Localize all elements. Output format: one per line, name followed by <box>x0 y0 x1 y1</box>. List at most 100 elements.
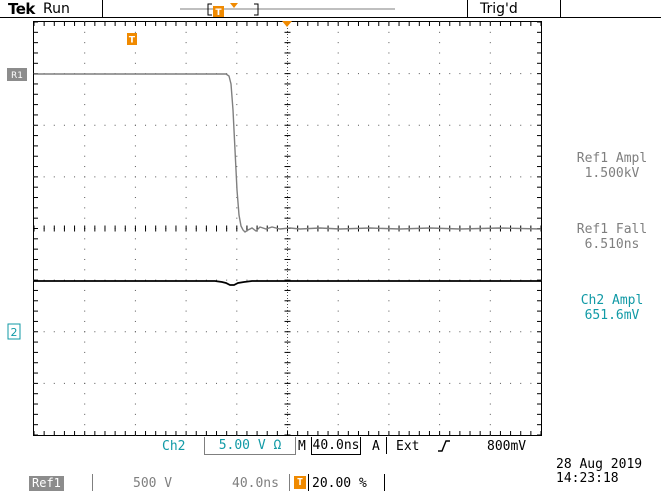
grid-dot <box>418 331 420 333</box>
grid-dot <box>449 124 451 126</box>
grid-dot <box>94 382 96 384</box>
grid-dot <box>185 341 187 343</box>
measurement-value: 651.6mV <box>584 308 640 323</box>
grid-dot <box>388 135 390 137</box>
grid-dot <box>84 197 86 199</box>
grid-dot <box>84 114 86 116</box>
ref1-level-marker: R1 <box>7 68 27 81</box>
grid-dot <box>489 331 491 333</box>
graticule-center-ticks <box>33 21 542 436</box>
grid-dot <box>216 279 218 281</box>
ch2-level-marker: 2 <box>7 323 21 340</box>
grid-dot <box>84 300 86 302</box>
grid-dot <box>439 104 441 106</box>
grid-dot <box>317 124 319 126</box>
grid-dot <box>388 269 390 271</box>
grid-dot <box>297 331 299 333</box>
grid-dot <box>175 382 177 384</box>
grid-dot <box>185 42 187 44</box>
grid-dot <box>246 382 248 384</box>
grid-dot <box>134 207 136 209</box>
grid-dot <box>124 124 126 126</box>
grid-dot <box>134 362 136 364</box>
grid-dot <box>479 124 481 126</box>
run-state: Run <box>43 1 70 17</box>
grid-dot <box>246 124 248 126</box>
grid-dot <box>145 124 147 126</box>
grid-dot <box>84 238 86 240</box>
grid-dot <box>185 248 187 250</box>
trigger-level[interactable]: 800mV <box>487 439 527 454</box>
grid-dot <box>337 248 339 250</box>
grid-dot <box>185 114 187 116</box>
grid-dot <box>317 176 319 178</box>
grid-dot <box>439 269 441 271</box>
channel-scale-readout[interactable]: 5.00 V Ω <box>204 437 296 455</box>
timebase-readout[interactable]: 40.0ns <box>311 437 361 455</box>
grid-dot <box>388 145 390 147</box>
grid-dot <box>134 186 136 188</box>
grid-dot <box>43 176 45 178</box>
grid-dot <box>439 310 441 312</box>
grid-dot <box>84 258 86 260</box>
trigger-position-value[interactable]: 20.00 % <box>312 476 367 491</box>
grid-dot <box>134 114 136 116</box>
grid-dot <box>489 289 491 291</box>
grid-dot <box>266 73 268 75</box>
trigger-state: Trig'd <box>480 1 518 17</box>
grid-dot <box>499 331 501 333</box>
grid-dot <box>449 382 451 384</box>
grid-dot <box>327 331 329 333</box>
grid-dot <box>84 248 86 250</box>
measurement-label: Ch2 Ampl <box>580 293 644 308</box>
grid-dot <box>185 62 187 64</box>
grid-dot <box>439 197 441 199</box>
timebase-prefix: M <box>298 439 306 454</box>
grid-dot <box>114 382 116 384</box>
grid-dot <box>439 166 441 168</box>
grid-dot <box>84 83 86 85</box>
grid-dot <box>479 176 481 178</box>
grid-dot <box>337 73 339 75</box>
grid-dot <box>104 382 106 384</box>
grid-dot <box>236 382 238 384</box>
grid-dot <box>84 93 86 95</box>
grid-dot <box>439 413 441 415</box>
grid-dot <box>489 166 491 168</box>
grid-dot <box>347 124 349 126</box>
trigger-source[interactable]: Ext <box>396 439 420 454</box>
grid-dot <box>337 207 339 209</box>
grid-dot <box>347 176 349 178</box>
grid-dot <box>216 382 218 384</box>
grid-dot <box>489 341 491 343</box>
grid-dot <box>347 73 349 75</box>
grid-dot <box>185 83 187 85</box>
grid-dot <box>84 310 86 312</box>
reference-time-per-div: 40.0ns <box>232 476 279 491</box>
grid-dot <box>510 176 512 178</box>
grid-dot <box>185 52 187 54</box>
grid-dot <box>317 382 319 384</box>
grid-dot <box>134 424 136 426</box>
grid-dot <box>388 393 390 395</box>
grid-dot <box>489 258 491 260</box>
grid-dot <box>185 145 187 147</box>
grid-dot <box>449 331 451 333</box>
grid-dot <box>530 176 532 178</box>
grid-dot <box>236 124 238 126</box>
grid-dot <box>266 176 268 178</box>
grid-dot <box>418 382 420 384</box>
grid-dot <box>236 73 238 75</box>
grid-dot <box>43 331 45 333</box>
grid-dot <box>276 331 278 333</box>
grid-dot <box>489 197 491 199</box>
grid-dot <box>439 42 441 44</box>
grid-dot <box>205 331 207 333</box>
grid-dot <box>266 331 268 333</box>
grid-dot <box>317 331 319 333</box>
grid-dot <box>266 382 268 384</box>
grid-dot <box>94 331 96 333</box>
grid-dot <box>53 124 55 126</box>
grid-dot <box>439 258 441 260</box>
grid-dot <box>134 413 136 415</box>
